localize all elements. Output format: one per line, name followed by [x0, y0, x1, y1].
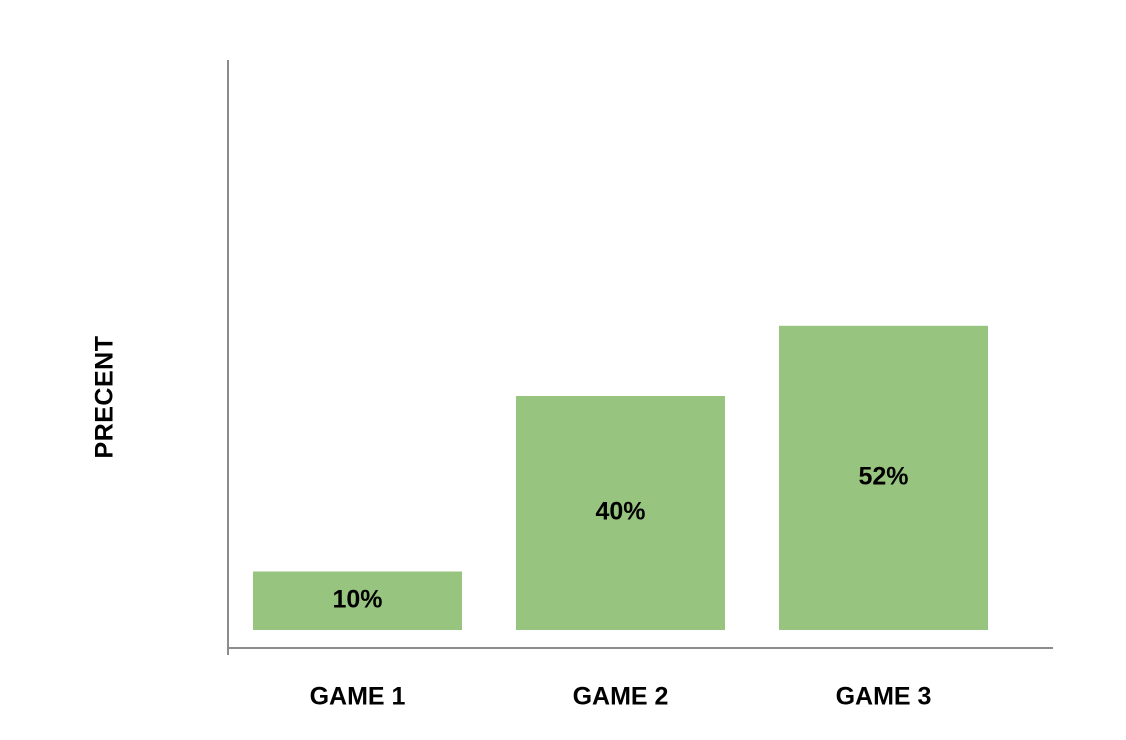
x-tick-label-1: GAME 1	[310, 683, 406, 711]
bar-value-label-1: 10%	[332, 585, 382, 613]
bar-value-label-2: 40%	[595, 498, 645, 526]
x-tick-label-3: GAME 3	[836, 683, 932, 711]
bars-group	[253, 325, 988, 630]
bar-value-label-3: 52%	[858, 463, 908, 491]
x-tick-label-2: GAME 2	[573, 683, 669, 711]
bar-2	[516, 396, 725, 630]
bar-3	[779, 325, 988, 630]
bar-1	[253, 571, 462, 630]
bar-data-labels: 10% 40% 52%	[332, 463, 908, 614]
category-tick-labels: GAME 1 GAME 2 GAME 3	[310, 683, 932, 711]
y-axis-label: PRECENT	[91, 336, 119, 459]
